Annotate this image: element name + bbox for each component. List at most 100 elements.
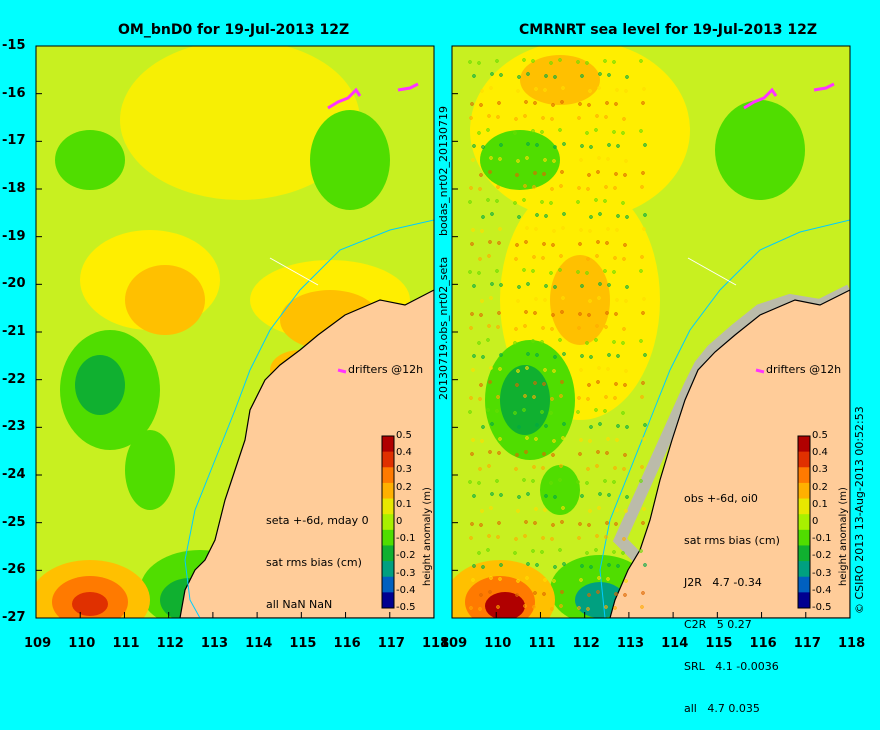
obs-dot [468, 60, 472, 64]
obs-dot [480, 439, 484, 443]
obs-dot [642, 437, 646, 441]
obs-dot [576, 200, 580, 204]
obs-dot [606, 577, 610, 581]
obs-dot [470, 242, 474, 246]
left-colorbar [381, 435, 395, 609]
obs-dot [580, 354, 584, 358]
x-tick-label: 109 [24, 636, 52, 651]
obs-dot [577, 606, 581, 610]
x-tick-label: 112 [156, 636, 184, 651]
obs-dot [478, 467, 482, 471]
obs-dot [585, 131, 589, 135]
colorbar-tick-label: 0.5 [812, 430, 828, 441]
obs-dot [579, 228, 583, 232]
obs-dot [534, 87, 538, 91]
obs-dot [471, 158, 475, 162]
obs-dot [515, 243, 519, 247]
obs-dot [577, 536, 581, 540]
obs-dot [540, 410, 544, 414]
obs-dot [585, 551, 589, 555]
y-tick-label: -18 [2, 181, 26, 196]
obs-dot [532, 255, 536, 259]
obs-dot [580, 564, 584, 568]
obs-dot [578, 102, 582, 106]
obs-dot [470, 102, 474, 106]
right-map-panel [452, 46, 850, 618]
obs-dot [588, 299, 592, 303]
obs-dot [522, 268, 526, 272]
obs-dot [489, 156, 493, 160]
obs-dot [533, 311, 537, 315]
obs-dot [562, 352, 566, 356]
y-tick-label: -20 [2, 276, 26, 292]
obs-dot [497, 451, 501, 455]
right-colorbar [797, 435, 811, 609]
obs-dot [621, 201, 625, 205]
y-tick-label: -19 [2, 228, 26, 244]
obs-dot [470, 312, 474, 316]
obs-dot [541, 256, 545, 260]
obs-dot [614, 312, 618, 316]
obs-dot [641, 521, 645, 525]
obs-dot [612, 60, 616, 64]
obs-dot [598, 282, 602, 286]
x-tick-label: 113 [616, 636, 645, 651]
obs-dot [585, 481, 589, 485]
obs-dot [543, 508, 547, 512]
obs-dot [535, 213, 539, 217]
obs-dot [543, 578, 547, 582]
obs-dot [612, 550, 616, 554]
obs-dot [487, 324, 491, 328]
obs-dot [488, 170, 492, 174]
obs-dot [560, 590, 564, 594]
colorbar-tick-label: -0.4 [812, 584, 832, 596]
obs-dot [552, 159, 556, 163]
obs-dot [514, 537, 518, 541]
obs-dot [607, 493, 611, 497]
obs-dot [560, 170, 564, 174]
obs-dot [623, 383, 627, 387]
obs-dot [625, 215, 629, 219]
obs-dot [562, 142, 566, 146]
obs-dot [578, 522, 582, 526]
obs-dot [542, 452, 546, 456]
colorbar-tick-label: 0 [812, 516, 819, 527]
colorbar-tick-label: -0.2 [396, 550, 416, 562]
obs-dot [480, 509, 484, 513]
y-tick-label: -23 [2, 419, 26, 435]
y-tick-label: -27 [2, 610, 26, 625]
obs-dot [560, 100, 564, 104]
obs-dot [550, 537, 554, 541]
obs-dot [477, 551, 481, 555]
colorbar-tick-label: -0.5 [396, 602, 416, 613]
obs-dot [472, 74, 476, 78]
obs-dot [551, 103, 555, 107]
obs-dot [541, 536, 545, 540]
obs-dot [597, 366, 601, 370]
obs-dot [487, 534, 491, 538]
obs-dot [558, 338, 562, 342]
obs-dot [516, 369, 520, 373]
obs-dot [612, 340, 616, 344]
colorbar-swatch [382, 514, 394, 531]
obs-dot [624, 89, 628, 93]
obs-dot [589, 425, 593, 429]
obs-dot [542, 172, 546, 176]
obs-dot [585, 341, 589, 345]
obs-dot [597, 86, 601, 90]
obs-dot [589, 215, 593, 219]
obs-dot [549, 61, 553, 65]
obs-dot [517, 425, 521, 429]
obs-dot [516, 509, 520, 513]
obs-dot [540, 550, 544, 554]
right-info-line: C2R 5 0.27 [684, 618, 752, 631]
obs-dot [643, 213, 647, 217]
obs-dot [561, 296, 565, 300]
obs-dot [525, 436, 529, 440]
obs-dot [479, 593, 483, 597]
obs-dot [560, 310, 564, 314]
obs-dot [540, 200, 544, 204]
obs-dot [499, 283, 503, 287]
obs-dot [621, 411, 625, 415]
obs-dot [577, 396, 581, 400]
